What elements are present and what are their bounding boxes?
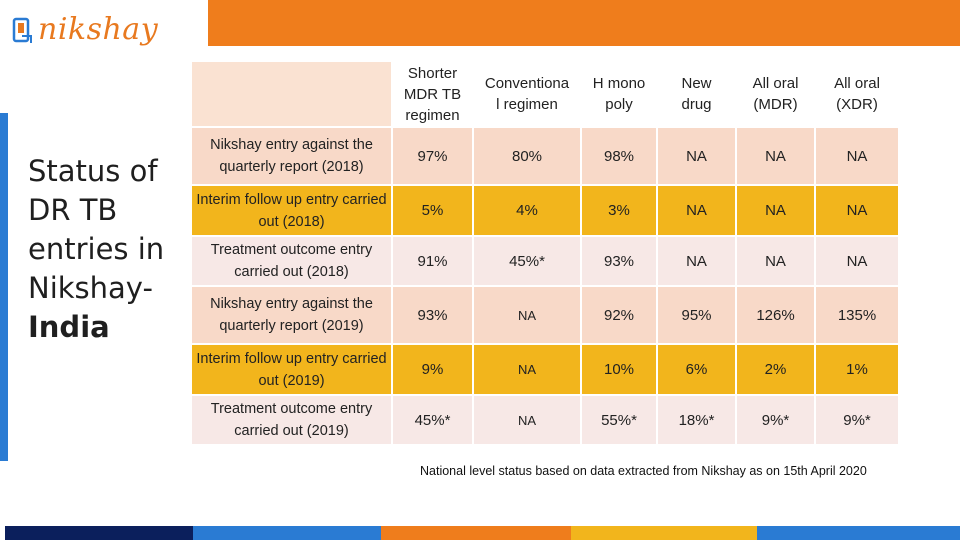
- table-cell: 9%: [393, 345, 472, 394]
- table-cell: 98%: [582, 128, 656, 184]
- row-label: Treatment outcome entry carried out (201…: [192, 237, 391, 285]
- table-cell: 10%: [582, 345, 656, 394]
- row-label: Treatment outcome entry carried out (201…: [192, 396, 391, 444]
- status-table: Shorter MDR TB regimen Conventiona l regime…: [190, 60, 900, 446]
- table-cell: 80%: [474, 128, 580, 184]
- table-cell: NA: [816, 186, 898, 235]
- header-accent-bar: [208, 0, 960, 46]
- table-row: Treatment outcome entry carried out (201…: [192, 237, 898, 285]
- table-cell: 5%: [393, 186, 472, 235]
- column-header: H mono poly: [582, 62, 656, 126]
- row-label: Interim follow up entry carried out (201…: [192, 345, 391, 394]
- table-cell: NA: [737, 128, 814, 184]
- title-line: DR TB: [28, 193, 118, 227]
- table-cell: 45%*: [393, 396, 472, 444]
- table-cell: 55%*: [582, 396, 656, 444]
- table-cell: NA: [816, 128, 898, 184]
- table-cell: 3%: [582, 186, 656, 235]
- table-cell: 1%: [816, 345, 898, 394]
- table-cell: 4%: [474, 186, 580, 235]
- column-header: All oral (MDR): [737, 62, 814, 126]
- table-cell: 95%: [658, 287, 735, 343]
- table-cell: 97%: [393, 128, 472, 184]
- logo-text: nikshay: [38, 12, 159, 47]
- table-cell: 9%*: [816, 396, 898, 444]
- table-cell: NA: [658, 186, 735, 235]
- table-cell: 126%: [737, 287, 814, 343]
- nikshay-logo: nikshay: [12, 10, 162, 50]
- table-cell: NA: [816, 237, 898, 285]
- footnote: National level status based on data extr…: [420, 464, 867, 478]
- table-cell: 93%: [393, 287, 472, 343]
- table-cell: NA: [737, 186, 814, 235]
- table-cell: NA: [474, 345, 580, 394]
- page-title: Status of DR TB entries in Nikshay- Indi…: [28, 152, 188, 347]
- table-row: Nikshay entry against the quarterly repo…: [192, 287, 898, 343]
- title-line: entries in: [28, 232, 165, 266]
- column-header: All oral (XDR): [816, 62, 898, 126]
- column-header: Conventiona l regimen: [474, 62, 580, 126]
- table-cell: NA: [658, 128, 735, 184]
- table-row: Treatment outcome entry carried out (201…: [192, 396, 898, 444]
- table-cell: 6%: [658, 345, 735, 394]
- table-row: Interim follow up entry carried out (201…: [192, 345, 898, 394]
- title-line: India: [28, 310, 110, 344]
- table-cell: NA: [658, 237, 735, 285]
- table-cell: 93%: [582, 237, 656, 285]
- table-header-row: Shorter MDR TB regimen Conventiona l regime…: [192, 62, 898, 126]
- phone-tablet-icon: [12, 16, 34, 44]
- title-line: Nikshay-: [28, 271, 153, 305]
- table-row: Nikshay entry against the quarterly repo…: [192, 128, 898, 184]
- left-accent-bar: [0, 113, 8, 461]
- header-corner: [192, 62, 391, 126]
- table-cell: 18%*: [658, 396, 735, 444]
- column-header: New drug: [658, 62, 735, 126]
- table-cell: NA: [474, 396, 580, 444]
- table-cell: NA: [737, 237, 814, 285]
- title-line: Status of: [28, 154, 158, 188]
- row-label: Nikshay entry against the quarterly repo…: [192, 287, 391, 343]
- bottom-accent-bar: [5, 526, 960, 540]
- table-cell: 91%: [393, 237, 472, 285]
- table-cell: 92%: [582, 287, 656, 343]
- table-cell: 2%: [737, 345, 814, 394]
- column-header: Shorter MDR TB regimen: [393, 62, 472, 126]
- table-cell: 45%*: [474, 237, 580, 285]
- table-row: Interim follow up entry carried out (201…: [192, 186, 898, 235]
- row-label: Nikshay entry against the quarterly repo…: [192, 128, 391, 184]
- table-cell: 9%*: [737, 396, 814, 444]
- table-cell: NA: [474, 287, 580, 343]
- table-cell: 135%: [816, 287, 898, 343]
- row-label: Interim follow up entry carried out (201…: [192, 186, 391, 235]
